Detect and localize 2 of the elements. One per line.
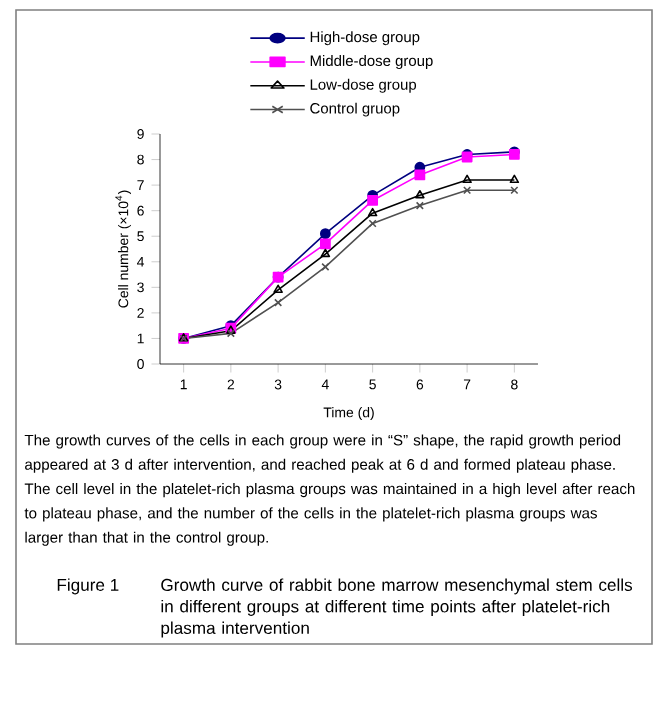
- caption: Figure 1: [57, 578, 119, 595]
- text: Growth curve of rabbit bone marrow mesenchymal stem cells in different groups at different time points after platelet-rich plasma intervention: [161, 578, 633, 638]
